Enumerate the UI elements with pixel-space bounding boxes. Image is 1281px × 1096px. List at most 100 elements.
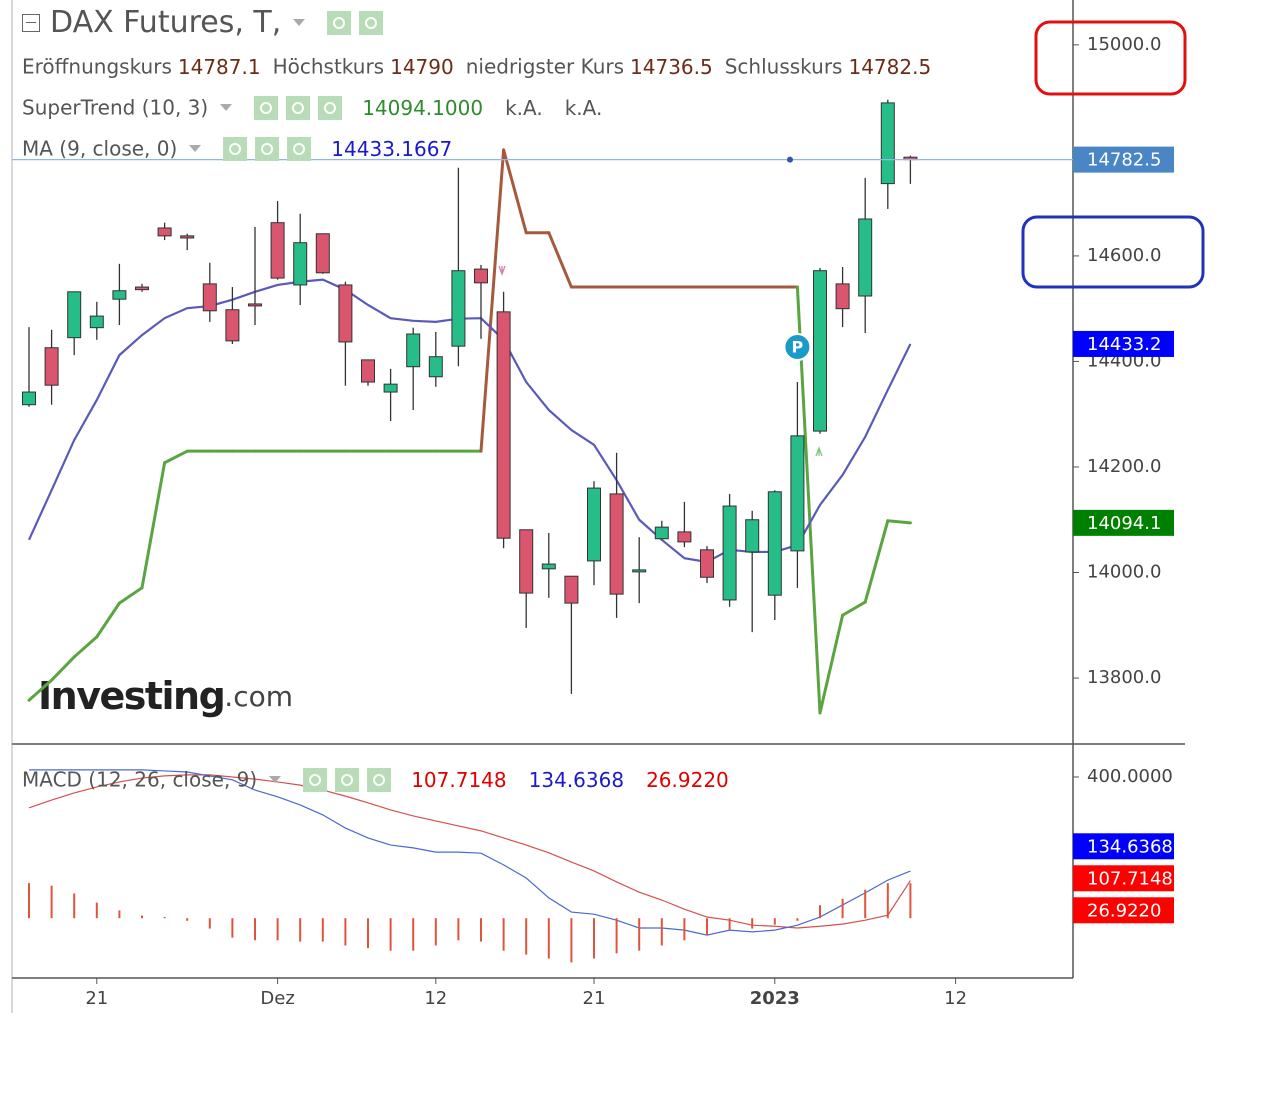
supertrend-segment	[841, 600, 867, 617]
chart-title: DAX Futures, T,	[50, 4, 282, 40]
dropdown[interactable]	[269, 776, 282, 783]
candle-body	[67, 291, 82, 339]
value-box-label: 107.7148	[1087, 868, 1173, 889]
ohlc-value: 14782.5	[848, 54, 932, 79]
value-box-label: 26.9220	[1087, 900, 1161, 921]
indicator-name: SuperTrend (10, 3)	[22, 95, 209, 120]
macd-row: MACD (12, 26, close, 9) 107.7148 134.6368 2…	[22, 761, 739, 795]
settings-icon[interactable]	[367, 767, 392, 792]
macd-line	[28, 774, 911, 929]
settings-icon[interactable]	[335, 767, 360, 792]
candle-body	[157, 227, 172, 237]
candle-body	[293, 242, 308, 286]
candle-body	[632, 569, 647, 573]
x-tick-label: 12	[424, 988, 447, 1009]
x-tick-label: 21	[583, 988, 606, 1009]
settings-icon[interactable]	[359, 10, 384, 35]
last-price-dot	[787, 156, 793, 163]
candle-body	[722, 505, 737, 601]
supertrend-segment	[479, 148, 506, 453]
value-box	[1073, 865, 1174, 892]
pivot-marker	[783, 333, 812, 361]
macd-value: 134.6368	[528, 767, 625, 792]
value-box-label: 14094.1	[1087, 513, 1161, 534]
candle-body	[383, 383, 398, 393]
candle-body	[406, 333, 421, 368]
candle-body	[112, 290, 127, 300]
candle-body	[767, 491, 782, 596]
indicator-extra: k.A.	[564, 95, 603, 120]
watermark-main: Investing	[38, 674, 224, 718]
settings-icon[interactable]	[318, 95, 343, 120]
ohlc-label: Höchstkurs	[272, 54, 385, 79]
supertrend-segment	[72, 635, 99, 659]
ohlc-label: niedrigster Kurs	[465, 54, 625, 79]
candle-body	[835, 283, 850, 310]
supertrend-segment	[163, 449, 189, 465]
dropdown[interactable]	[220, 104, 233, 111]
sell-arrow	[498, 265, 506, 276]
value-box-label: 14433.2	[1087, 334, 1161, 355]
collapse-toggle[interactable]	[22, 13, 40, 32]
ohlc-label: Schlusskurs	[724, 54, 843, 79]
candle-body	[609, 493, 624, 595]
settings-icon[interactable]	[287, 136, 312, 161]
macd-title: MACD (12, 26, close, 9)	[22, 767, 258, 792]
candle-body	[587, 487, 601, 562]
candle-body	[496, 311, 511, 539]
y-tick-label: 13800.0	[1087, 667, 1161, 688]
settings-icon[interactable]	[303, 767, 328, 792]
candle-body	[315, 233, 330, 274]
settings-icon[interactable]	[255, 136, 280, 161]
indicator-extra: k.A.	[505, 95, 543, 120]
x-tick-label: Dez	[260, 988, 294, 1009]
value-box	[1073, 146, 1174, 173]
watermark: Investing.com	[38, 674, 293, 718]
supertrend-segment	[140, 461, 167, 590]
candle-body	[813, 270, 827, 432]
settings-icon[interactable]	[327, 10, 352, 35]
candle-body	[338, 284, 353, 343]
dropdown[interactable]	[189, 145, 202, 152]
indicator-row: SuperTrend (10, 3) 14094.1000 k.A. k.A.	[22, 89, 612, 123]
value-box-label: 14782.5	[1087, 150, 1161, 171]
x-tick-label: 12	[944, 988, 967, 1009]
candle-body	[700, 549, 714, 578]
value-box	[1073, 509, 1174, 536]
indicator-value: 14094.1000	[362, 95, 484, 120]
candle-body	[225, 309, 240, 342]
x-tick-label: 2023	[750, 988, 800, 1009]
settings-icon[interactable]	[223, 136, 248, 161]
highlight-red	[1034, 20, 1187, 96]
y-tick-label: 14600.0	[1087, 245, 1161, 266]
indicator-value: 14433.1667	[331, 136, 453, 161]
candle-body	[519, 529, 534, 594]
supertrend-segment	[117, 586, 144, 605]
ohlc-value: 14790	[390, 54, 454, 79]
y-tick-label: 14200.0	[1087, 456, 1161, 477]
value-box-label: 134.6368	[1087, 836, 1173, 857]
settings-icon[interactable]	[254, 95, 279, 120]
x-tick-label: 21	[85, 988, 108, 1009]
y-tick-label: 15000.0	[1087, 34, 1161, 55]
candle-body	[428, 356, 443, 378]
watermark-suffix: .com	[224, 680, 293, 713]
dropdown[interactable]	[293, 19, 306, 26]
settings-icon[interactable]	[286, 95, 311, 120]
supertrend-segment	[95, 601, 121, 639]
candle-body	[22, 391, 36, 406]
macd-value: 107.7148	[411, 767, 507, 792]
supertrend-segment	[818, 613, 845, 715]
highlight-blue	[1021, 215, 1205, 289]
supertrend-segment	[886, 519, 912, 525]
candle-body	[361, 359, 375, 383]
candle-body	[44, 347, 59, 386]
y-tick-label: 14000.0	[1087, 562, 1161, 583]
ohlc-row: Eröffnungskurs 14787.1 Höchstkurs 14790 nied…	[22, 48, 943, 82]
value-box	[1073, 833, 1174, 860]
macd-line	[29, 769, 911, 936]
candle-body	[541, 563, 556, 570]
candle-body	[858, 218, 873, 297]
candle-body	[248, 303, 262, 307]
